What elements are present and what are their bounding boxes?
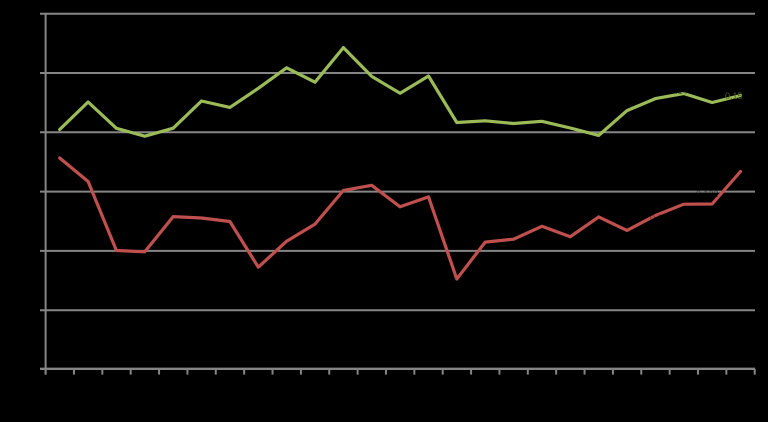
svg-text:0.1: 0.1 xyxy=(650,213,663,223)
svg-text:0.15: 0.15 xyxy=(725,91,743,101)
svg-text:0.132: 0.132 xyxy=(696,189,719,199)
svg-text:0.147: 0.147 xyxy=(670,86,693,96)
